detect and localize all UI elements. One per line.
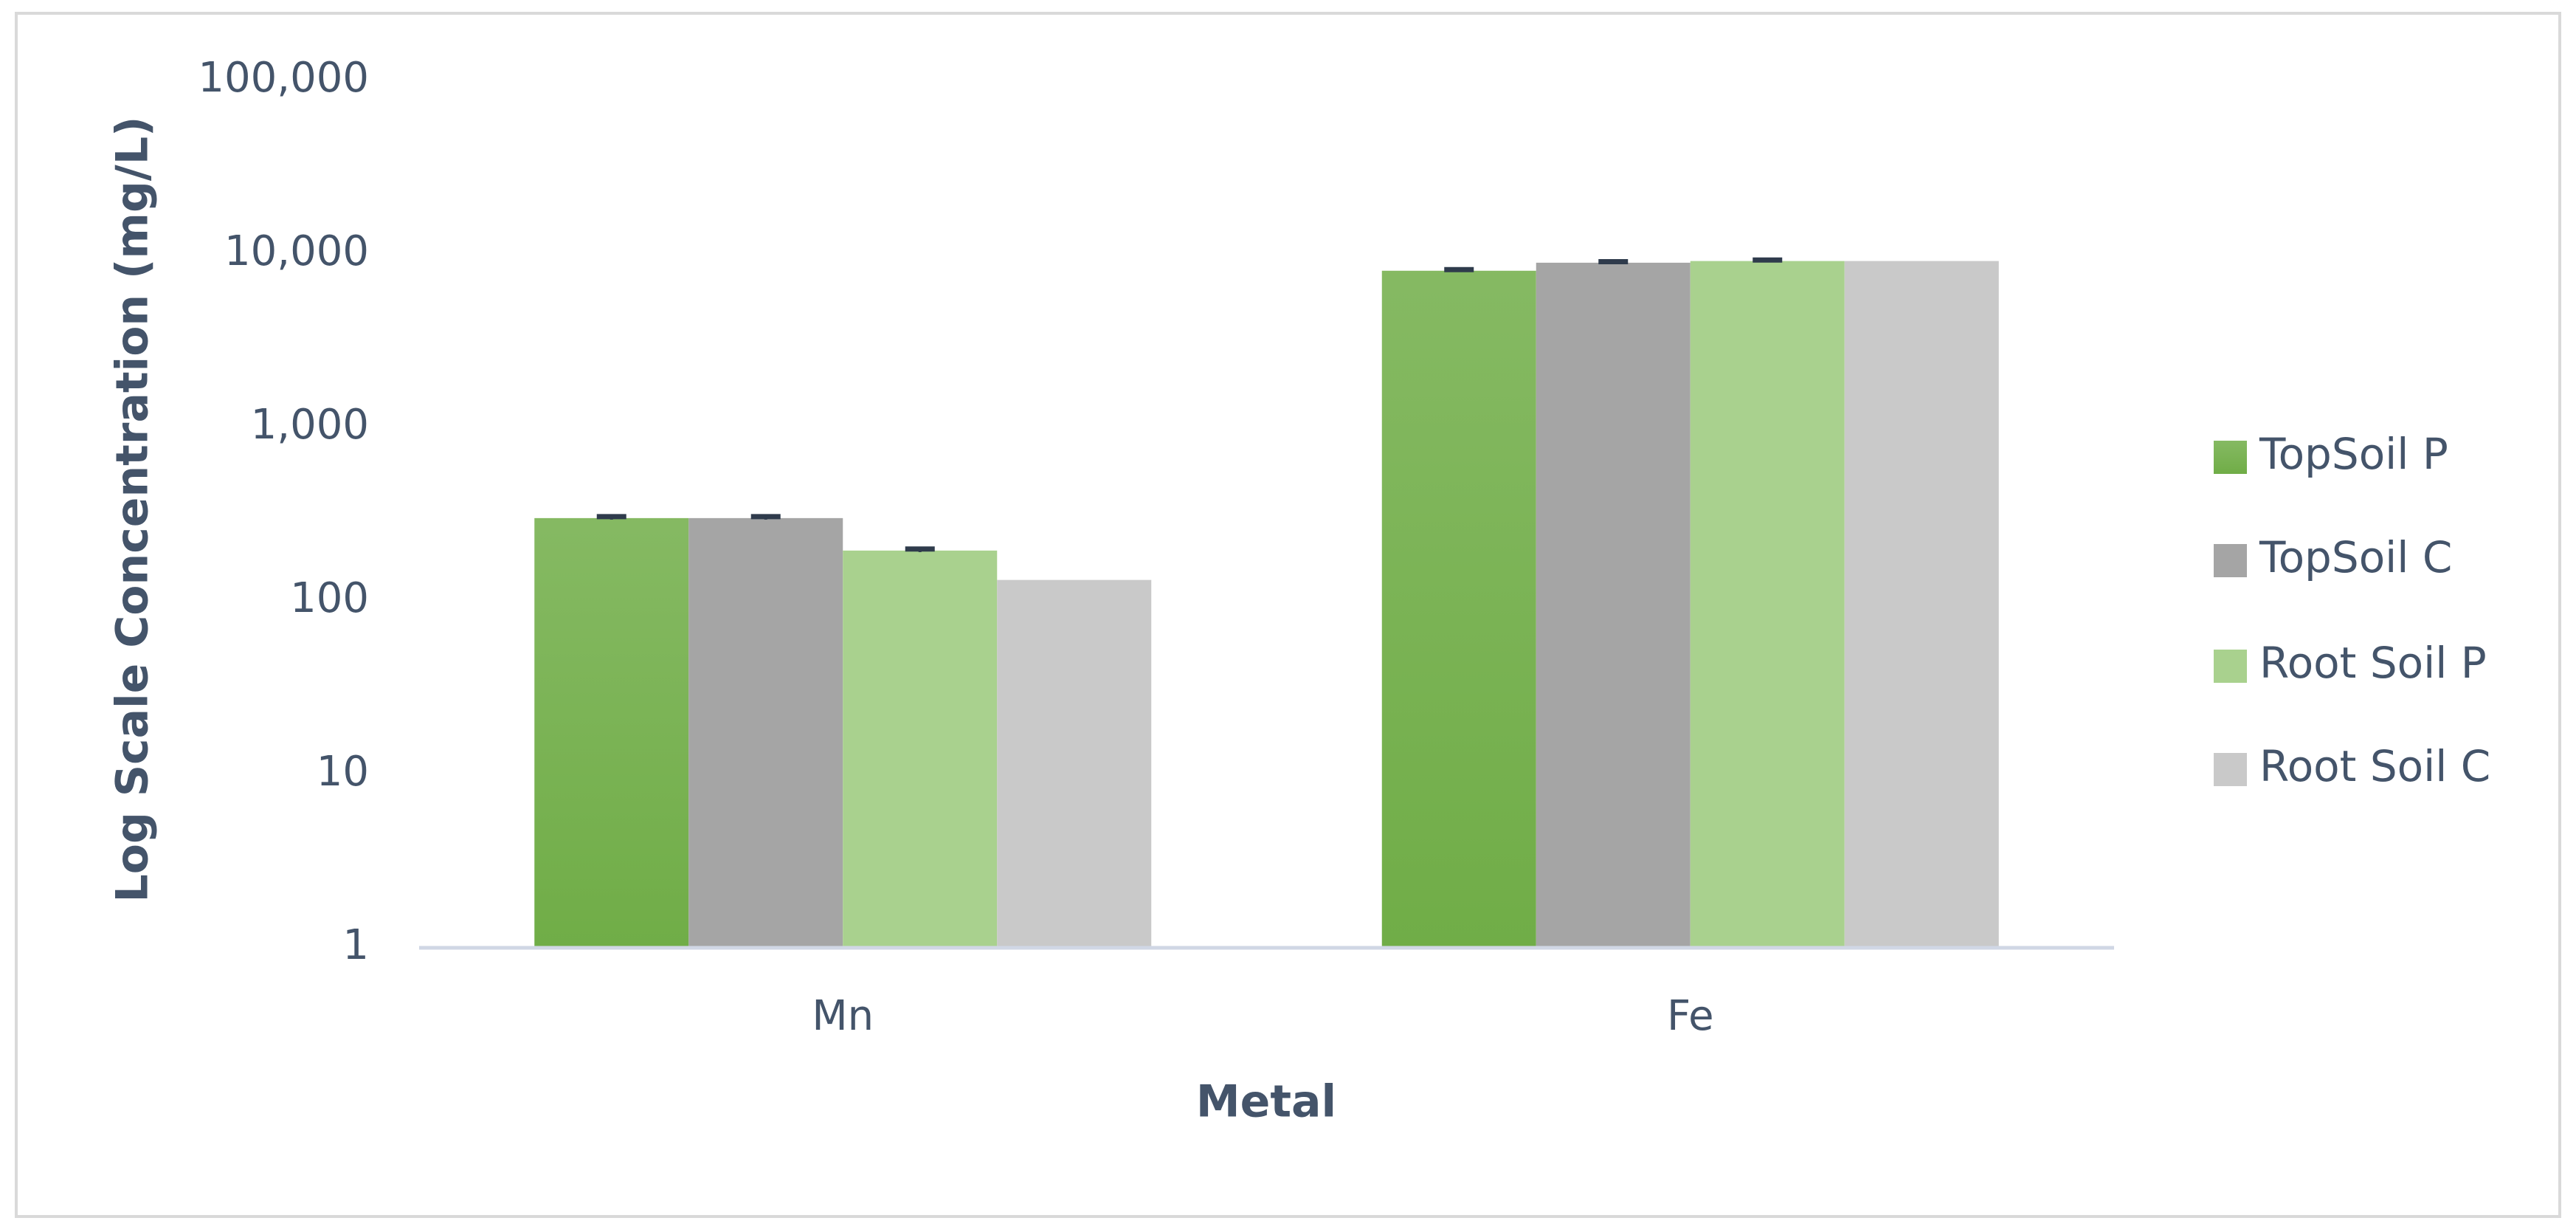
legend-swatch [2214,650,2247,683]
y-tick-label: 10,000 [224,227,369,275]
bar [1381,270,1536,948]
legend-label: Root Soil C [2259,741,2490,791]
y-axis-title: Log Scale Concentration (mg/L) [107,117,159,903]
y-tick-label: 1,000 [251,401,369,449]
bar [1690,261,1845,949]
bar [843,550,998,948]
chart-border [15,12,2561,1218]
bar [997,579,1152,948]
x-tick-label: Mn [812,992,874,1040]
x-tick-label: Fe [1667,992,1714,1040]
legend-label: TopSoil P [2259,429,2448,479]
y-tick-label: 100,000 [198,54,369,102]
legend-label: Root Soil P [2259,638,2487,688]
bar [534,517,689,948]
bar [1844,261,1999,949]
legend-swatch [2214,441,2247,474]
bar [1536,262,1691,949]
legend-swatch [2214,544,2247,577]
bar [688,517,843,948]
x-axis-title: Metal [1196,1076,1336,1128]
y-tick-label: 100 [290,574,369,622]
y-tick-label: 10 [317,748,369,796]
y-tick-label: 1 [342,921,369,969]
legend-label: TopSoil C [2259,532,2452,582]
legend-swatch [2214,753,2247,786]
